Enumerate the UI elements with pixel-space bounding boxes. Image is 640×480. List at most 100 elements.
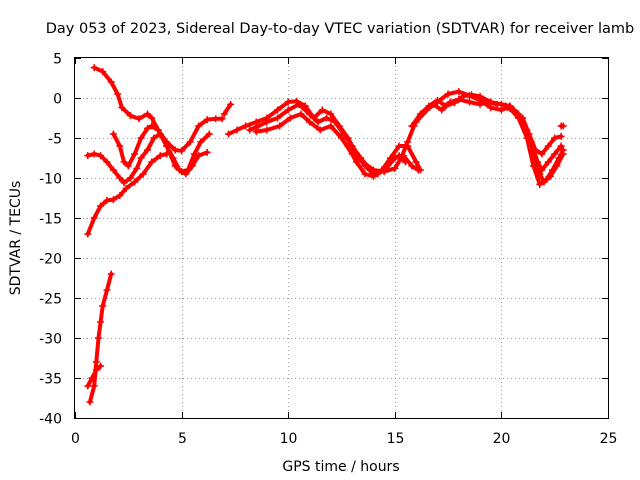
data-point-marker <box>352 158 360 166</box>
data-point-marker <box>186 138 194 146</box>
data-point-marker <box>286 114 294 122</box>
data-point-marker <box>139 170 147 178</box>
data-point-marker <box>263 118 271 126</box>
data-point-marker <box>103 286 111 294</box>
series-line <box>226 99 408 176</box>
data-point-marker <box>314 118 322 126</box>
data-point-marker <box>412 158 420 166</box>
data-point-marker <box>107 78 115 86</box>
x-tick-label: 25 <box>600 431 618 447</box>
data-point-marker <box>542 176 550 184</box>
data-point-marker <box>506 104 514 112</box>
data-point-marker <box>97 362 105 370</box>
data-point-marker <box>306 118 314 126</box>
data-point-marker <box>344 142 352 150</box>
data-point-marker <box>274 106 282 114</box>
data-point-marker <box>551 150 559 158</box>
data-point-marker <box>323 114 331 122</box>
data-point-marker <box>246 126 254 134</box>
data-series <box>344 142 424 180</box>
y-tick-label: -30 <box>39 332 62 348</box>
y-tick-label: 5 <box>53 52 62 68</box>
y-tick-label: -25 <box>39 292 62 308</box>
data-point-marker <box>316 126 324 134</box>
y-tick-label: -40 <box>39 412 62 428</box>
data-point-marker <box>225 130 233 138</box>
data-point-marker <box>306 110 314 118</box>
data-point-marker <box>137 154 145 162</box>
data-point-marker <box>419 110 427 118</box>
series-layer <box>84 64 567 406</box>
y-axis-label: SDTVAR / TECUs <box>8 181 24 296</box>
data-point-marker <box>86 398 94 406</box>
data-point-marker <box>143 146 151 154</box>
data-point-marker <box>487 104 495 112</box>
x-tick-label: 0 <box>71 431 80 447</box>
data-point-marker <box>126 112 134 120</box>
data-point-marker <box>416 166 424 174</box>
data-point-marker <box>131 178 139 186</box>
data-point-marker <box>276 122 284 130</box>
data-point-marker <box>90 214 98 222</box>
data-point-marker <box>171 162 179 170</box>
y-tick-label: 0 <box>53 92 62 108</box>
data-point-marker <box>126 174 134 182</box>
data-point-marker <box>361 170 369 178</box>
data-series <box>225 97 409 178</box>
data-point-marker <box>97 152 105 160</box>
data-point-marker <box>369 166 377 174</box>
data-point-marker <box>397 154 405 162</box>
data-point-marker <box>233 126 241 134</box>
data-point-marker <box>92 366 100 374</box>
data-point-marker <box>327 122 335 130</box>
data-point-marker <box>538 150 546 158</box>
data-point-marker <box>485 98 493 106</box>
data-point-marker <box>88 374 96 382</box>
data-series <box>84 362 105 390</box>
data-point-marker <box>532 146 540 154</box>
data-point-marker <box>220 110 228 118</box>
data-point-marker <box>203 116 211 124</box>
data-point-marker <box>497 100 505 108</box>
data-point-marker <box>218 115 226 123</box>
data-point-marker <box>465 98 473 106</box>
y-tick-label: -20 <box>39 252 62 268</box>
data-series <box>252 110 418 176</box>
y-tick-label: -5 <box>48 132 62 148</box>
x-tick-label: 10 <box>280 431 298 447</box>
data-point-marker <box>184 166 192 174</box>
data-point-marker <box>90 382 98 390</box>
data-point-marker <box>90 150 98 158</box>
data-point-marker <box>154 126 162 134</box>
data-point-marker <box>387 154 395 162</box>
data-point-marker <box>103 158 111 166</box>
data-point-marker <box>90 64 98 72</box>
data-point-marker <box>131 150 139 158</box>
data-point-marker <box>114 90 122 98</box>
data-point-marker <box>538 166 546 174</box>
data-point-marker <box>99 302 107 310</box>
data-point-marker <box>109 166 117 174</box>
data-point-marker <box>519 114 527 122</box>
data-point-marker <box>369 172 377 180</box>
data-point-marker <box>555 154 563 162</box>
data-series <box>419 96 501 118</box>
data-point-marker <box>137 134 145 142</box>
y-tick-label: -10 <box>39 172 62 188</box>
series-line <box>92 65 225 153</box>
x-tick-label: 15 <box>387 431 405 447</box>
axis-layer: 0 5 10 15 20 25 5 0 -5 -10 -15 -20 -25 -30 -35 -40 <box>39 52 617 448</box>
data-point-marker <box>120 158 128 166</box>
data-point-marker <box>544 142 552 150</box>
data-point-marker <box>408 122 416 130</box>
data-point-marker <box>118 104 126 112</box>
data-point-marker <box>378 166 386 174</box>
data-point-marker <box>120 179 128 187</box>
data-point-marker <box>529 162 537 170</box>
series-line <box>111 124 212 174</box>
data-point-marker <box>163 142 171 150</box>
data-point-marker <box>97 202 105 210</box>
data-point-marker <box>551 134 559 142</box>
data-point-marker <box>227 100 235 108</box>
